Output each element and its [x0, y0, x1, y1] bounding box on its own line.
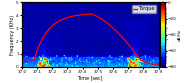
Torque	[102, 19, 104, 20]
Y-axis label: dB/Hz: dB/Hz	[178, 29, 182, 41]
X-axis label: Time [sec]: Time [sec]	[78, 75, 103, 80]
Torque	[45, 32, 47, 33]
Line: Torque: Torque	[22, 14, 159, 65]
Y-axis label: Relative Frequency (dBre1Hz): Relative Frequency (dBre1Hz)	[165, 6, 169, 63]
Legend: Torque: Torque	[132, 5, 156, 13]
Torque	[83, 14, 85, 15]
Y-axis label: Frequency (KHz): Frequency (KHz)	[10, 15, 15, 55]
Torque	[112, 28, 115, 29]
Torque	[89, 14, 92, 15]
Torque	[124, 40, 126, 41]
Torque	[21, 59, 23, 60]
Torque	[158, 65, 160, 66]
Torque	[56, 22, 58, 23]
